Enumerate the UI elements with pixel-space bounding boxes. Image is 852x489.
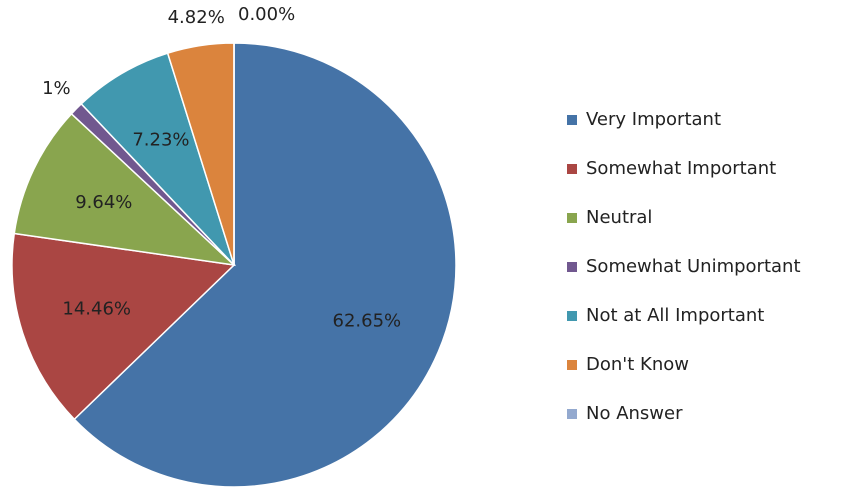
legend-swatch <box>567 311 577 321</box>
legend-label: Neutral <box>586 207 652 228</box>
legend-label: Somewhat Important <box>586 158 776 179</box>
data-label: 1% <box>42 78 71 99</box>
pie-slice <box>11 232 236 421</box>
data-label: 62.65% <box>333 310 402 331</box>
legend-swatch <box>567 409 577 419</box>
legend-swatch <box>567 213 577 223</box>
legend-label: Don't Know <box>586 354 689 375</box>
pie-slice <box>73 42 457 488</box>
data-label: 7.23% <box>132 130 189 151</box>
legend-label: Somewhat Unimportant <box>586 256 801 277</box>
legend-label: Not at All Important <box>586 305 764 326</box>
pie-slice <box>80 52 235 266</box>
pie-slice <box>13 112 237 267</box>
data-label: 9.64% <box>75 192 132 213</box>
data-label: 0.00% <box>238 4 295 25</box>
data-label: 14.46% <box>62 298 131 319</box>
legend-swatch <box>567 360 577 370</box>
data-label: 4.82% <box>168 7 225 28</box>
legend-swatch <box>567 164 577 174</box>
legend-label: No Answer <box>586 403 683 424</box>
legend-swatch <box>567 115 577 125</box>
legend-label: Very Important <box>586 109 721 130</box>
legend-swatch <box>567 262 577 272</box>
